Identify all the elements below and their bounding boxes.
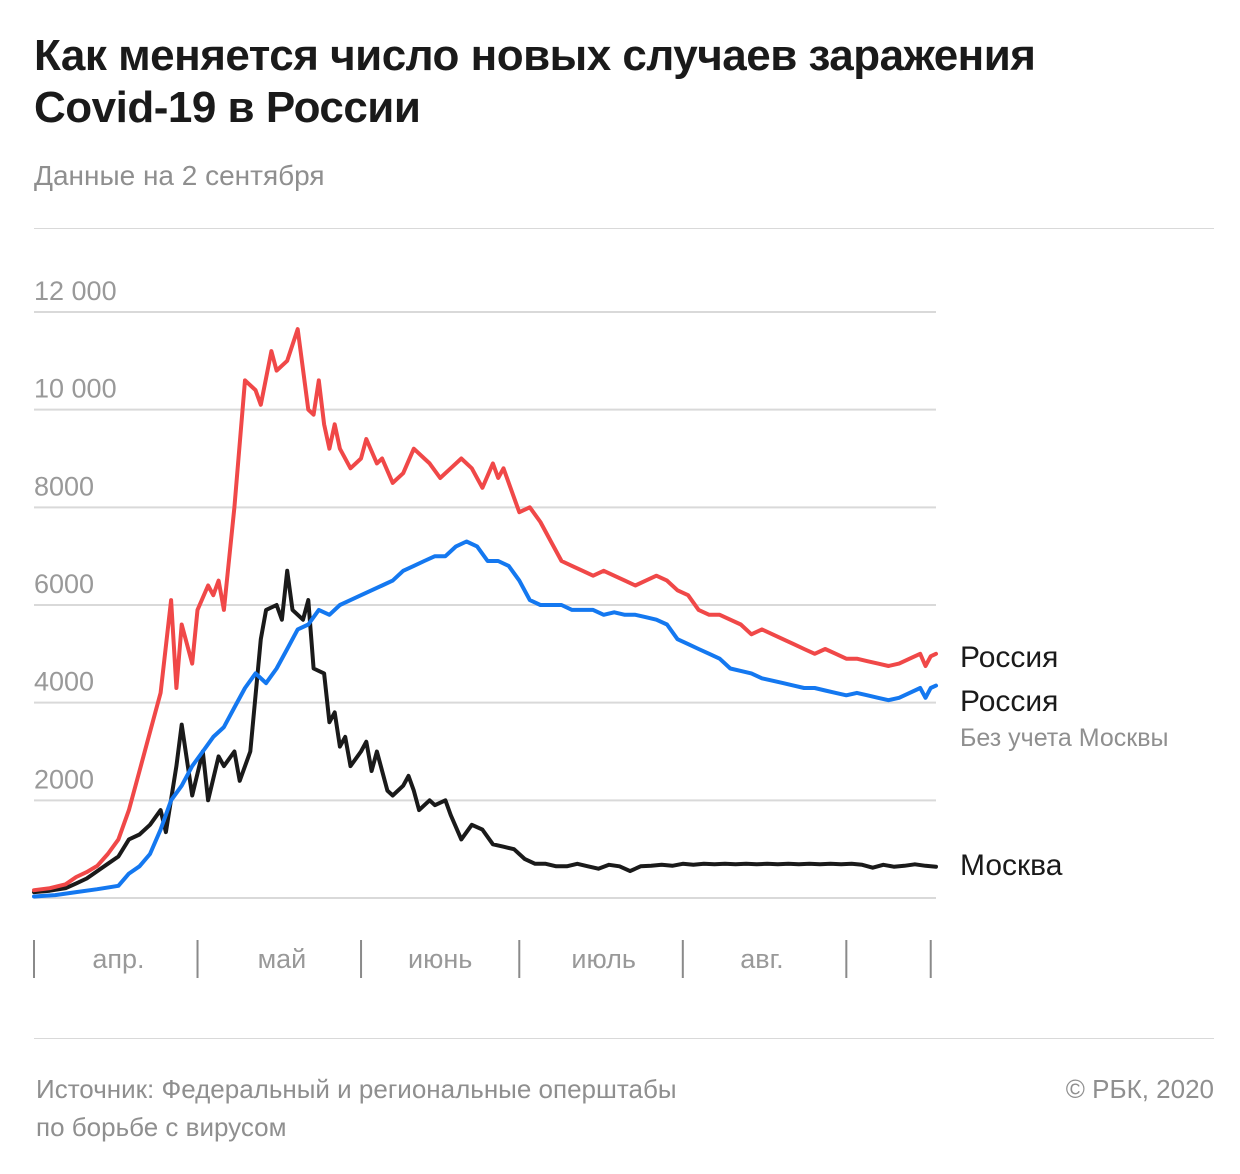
series-layer <box>32 327 938 899</box>
chart-title-line-1: Как меняется число новых случаев заражен… <box>34 31 1036 80</box>
x-tick-label: апр. <box>92 944 144 974</box>
y-tick-label: 10 000 <box>34 374 117 404</box>
y-tick-label: 6000 <box>34 569 94 599</box>
y-tick-label: 2000 <box>34 764 94 794</box>
chart-subtitle: Данные на 2 сентября <box>34 160 325 191</box>
series-line-moscow <box>32 568 938 895</box>
series-label-moscow: Москва <box>960 849 1063 882</box>
source-line-1: Источник: Федеральный и региональные опе… <box>36 1074 677 1104</box>
x-tick-label: июль <box>571 944 636 974</box>
series-note-russia-ex-moscow: Без учета Москвы <box>960 724 1168 752</box>
y-tick-label: 12 000 <box>34 276 117 306</box>
source-line-2: по борьбе с вирусом <box>36 1112 287 1142</box>
series-label-russia-ex-moscow: Россия <box>960 685 1058 718</box>
grid-layer: 12 000 10 000 8000 6000 4000 2000 <box>34 276 936 899</box>
x-tick-label: июнь <box>408 944 472 974</box>
y-tick-label: 4000 <box>34 667 94 697</box>
series-line-russia-ex-moscow <box>32 539 938 899</box>
y-tick-label: 8000 <box>34 471 94 501</box>
series-labels: Россия Россия Без учета Москвы Москва <box>960 641 1168 882</box>
source-note: Источник: Федеральный и региональные опе… <box>36 1070 796 1146</box>
x-tick-label: май <box>258 944 307 974</box>
x-tick-label: авг. <box>740 944 783 974</box>
chart-title-line-2: Covid-19 в России <box>34 83 421 132</box>
top-divider <box>34 228 1214 229</box>
chart-title: Как меняется число новых случаев заражен… <box>34 30 1214 134</box>
x-axis: апр. май июнь июль авг. <box>33 940 932 978</box>
copyright: © РБК, 2020 <box>1065 1074 1214 1104</box>
bottom-divider <box>34 1038 1214 1039</box>
series-line-russia <box>32 327 938 893</box>
series-label-russia: Россия <box>960 641 1058 674</box>
